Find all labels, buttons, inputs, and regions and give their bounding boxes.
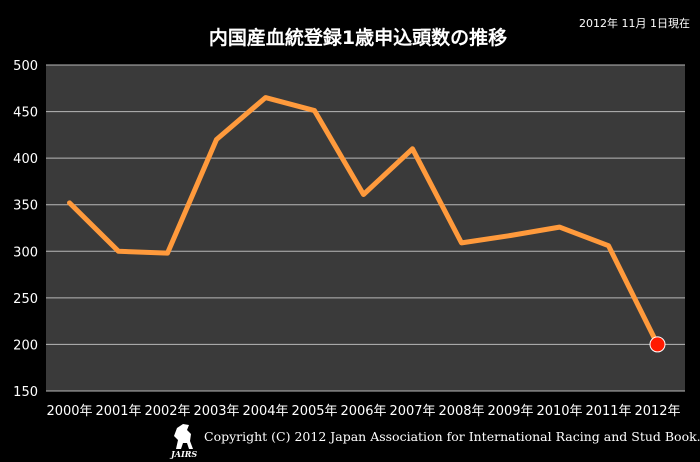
x-tick-label: 2007年 xyxy=(389,404,435,419)
y-tick-label: 500 xyxy=(13,59,38,74)
logo-text: JAIRS xyxy=(169,449,197,459)
y-tick-label: 350 xyxy=(13,199,38,214)
y-tick-label: 300 xyxy=(13,245,38,260)
horse-icon xyxy=(174,424,193,449)
date-label: 2012年 11月 1日現在 xyxy=(579,16,690,30)
x-tick-label: 2009年 xyxy=(487,404,533,419)
y-tick-label: 150 xyxy=(13,385,38,400)
jairs-logo: JAIRS xyxy=(169,424,197,459)
x-tick-label: 2012年 xyxy=(634,404,680,419)
data-points xyxy=(69,97,666,353)
y-axis: 150 200 250 300 350 400 450 500 xyxy=(13,59,38,400)
y-tick-label: 450 xyxy=(13,106,38,121)
x-tick-label: 2001年 xyxy=(95,404,141,419)
chart-title: 内国産血統登録1歳申込頭数の推移 xyxy=(209,26,507,49)
highlight-point xyxy=(649,336,666,353)
x-tick-label: 2003年 xyxy=(193,404,239,419)
y-tick-label: 200 xyxy=(13,338,38,353)
x-tick-label: 2011年 xyxy=(585,404,631,419)
x-tick-label: 2006年 xyxy=(340,404,386,419)
copyright-text: Copyright (C) 2012 Japan Association for… xyxy=(204,429,700,444)
x-tick-label: 2008年 xyxy=(438,404,484,419)
y-tick-label: 400 xyxy=(13,152,38,167)
x-tick-label: 2002年 xyxy=(144,404,190,419)
plot-area xyxy=(46,65,685,391)
x-tick-label: 2010年 xyxy=(536,404,582,419)
x-tick-label: 2004年 xyxy=(242,404,288,419)
x-axis: 2000年 2001年 2002年 2003年 2004年 2005年 2006年 2007年… xyxy=(46,404,680,419)
y-tick-label: 250 xyxy=(13,292,38,307)
x-tick-label: 2005年 xyxy=(291,404,337,419)
x-tick-label: 2000年 xyxy=(46,404,92,419)
